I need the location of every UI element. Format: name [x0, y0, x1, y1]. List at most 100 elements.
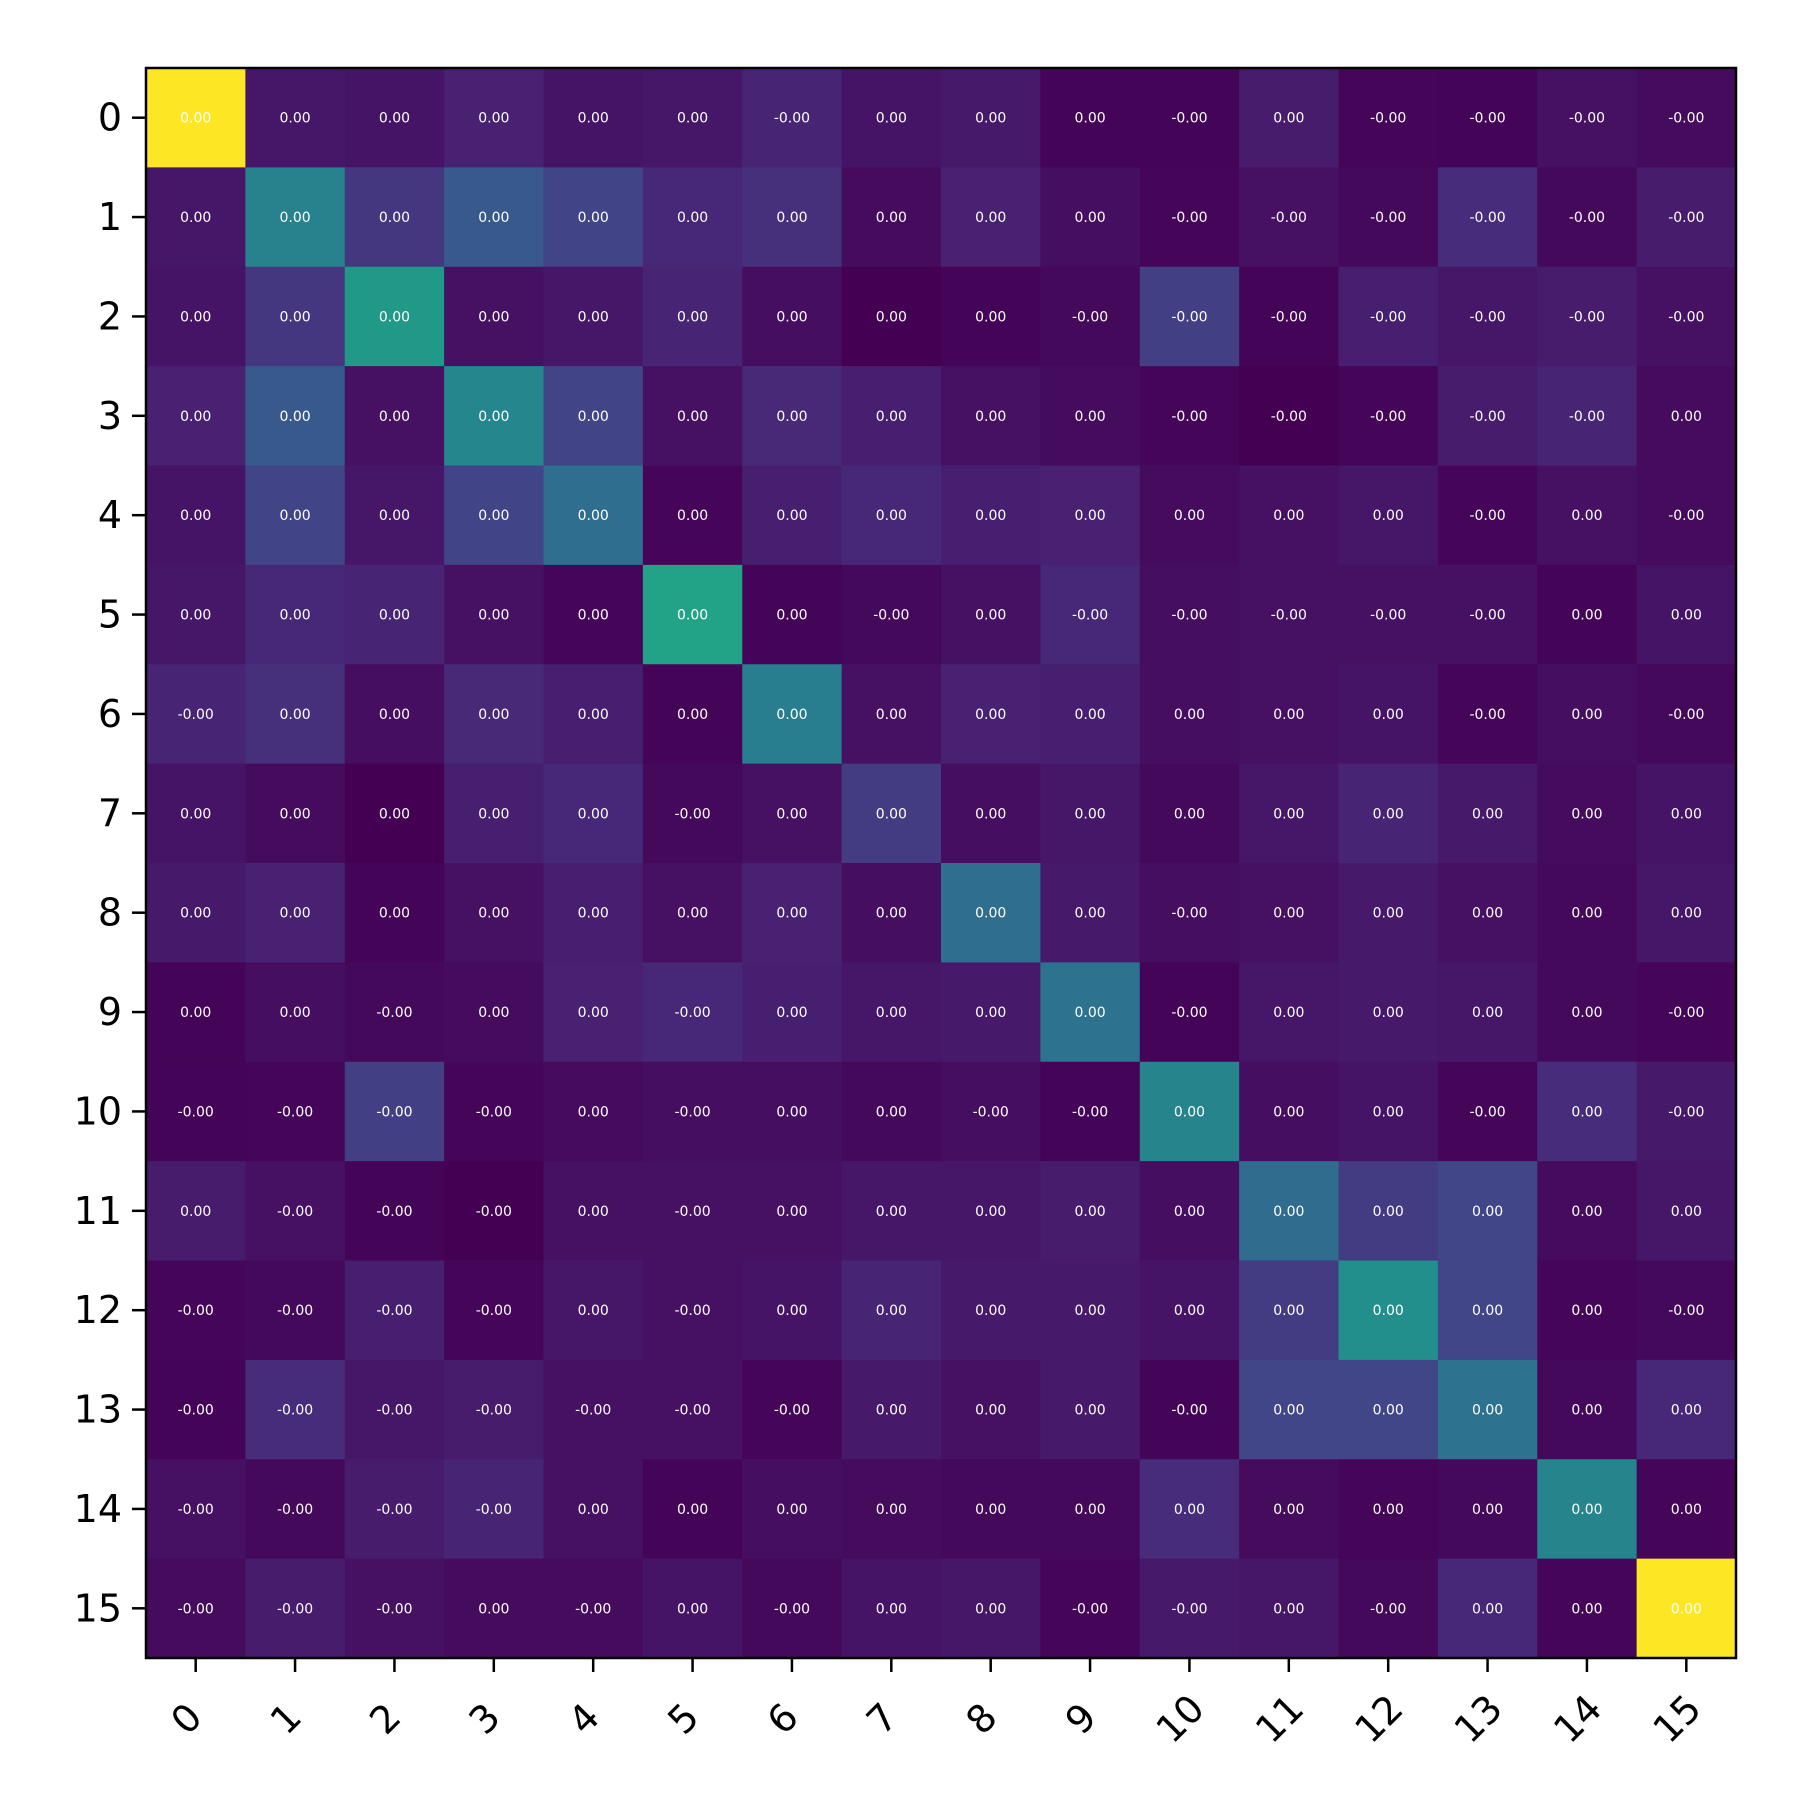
cell-label-7-7: 0.00	[876, 806, 907, 822]
cell-label-8-1: 0.00	[279, 906, 310, 922]
cell-label-14-3: -0.00	[476, 1502, 512, 1518]
cell-label-1-13: -0.00	[1469, 210, 1505, 226]
heatmap-cell-6-6	[742, 664, 843, 765]
heatmap-cell-0-3	[444, 68, 545, 168]
heatmap-cell-11-13	[1437, 1161, 1538, 1262]
heatmap-cell-11-9	[1040, 1161, 1141, 1262]
cell-label-11-9: 0.00	[1074, 1204, 1105, 1220]
heatmap-cell-1-9	[1040, 167, 1141, 268]
cell-label-12-7: 0.00	[876, 1303, 907, 1319]
cell-label-11-0: 0.00	[180, 1204, 211, 1220]
cell-label-10-2: -0.00	[376, 1104, 412, 1120]
heatmap-cell-4-7	[841, 465, 942, 566]
cell-label-3-7: 0.00	[876, 409, 907, 425]
heatmap-cell-7-14	[1537, 763, 1638, 864]
cell-label-7-2: 0.00	[379, 806, 410, 822]
cell-label-4-11: 0.00	[1273, 508, 1304, 524]
cell-label-10-5: -0.00	[674, 1104, 710, 1120]
cell-label-15-14: 0.00	[1571, 1601, 1602, 1617]
heatmap-cell-0-2	[344, 68, 445, 168]
heatmap-cell-1-7	[841, 167, 942, 268]
heatmap-cell-15-10	[1139, 1558, 1240, 1659]
heatmap-cell-12-12	[1338, 1260, 1439, 1361]
cell-label-0-15: -0.00	[1668, 111, 1704, 127]
heatmap-cell-7-10	[1139, 763, 1240, 864]
heatmap-cell-0-9	[1040, 68, 1141, 168]
heatmap-cell-10-15	[1636, 1061, 1737, 1162]
cell-label-9-13: 0.00	[1472, 1005, 1503, 1021]
heatmap-cell-7-2	[344, 763, 445, 864]
heatmap-cell-7-5	[642, 763, 743, 864]
heatmap-cell-4-13	[1437, 465, 1538, 566]
cell-label-12-10: 0.00	[1174, 1303, 1205, 1319]
heatmap-cell-12-0	[146, 1260, 246, 1361]
cell-label-6-8: 0.00	[975, 707, 1006, 723]
heatmap-cell-2-14	[1537, 266, 1638, 367]
heatmap-cell-0-10	[1139, 68, 1240, 168]
heatmap-cell-0-6	[742, 68, 843, 168]
heatmap-cell-13-14	[1537, 1359, 1638, 1460]
heatmap-cell-5-2	[344, 564, 445, 665]
heatmap-cell-2-10	[1139, 266, 1240, 367]
cell-label-13-6: -0.00	[774, 1403, 810, 1419]
cell-label-10-9: -0.00	[1072, 1104, 1108, 1120]
heatmap-cell-8-10	[1139, 863, 1240, 963]
cell-label-9-15: -0.00	[1668, 1005, 1704, 1021]
cell-label-13-9: 0.00	[1074, 1403, 1105, 1419]
x-tick-label-6: 6	[759, 1695, 807, 1743]
cell-label-6-0: -0.00	[178, 707, 214, 723]
heatmap-cell-4-14	[1537, 465, 1638, 566]
cell-label-14-12: 0.00	[1373, 1502, 1404, 1518]
heatmap-cell-15-5	[642, 1558, 743, 1659]
heatmap-cell-14-1	[245, 1459, 346, 1560]
cell-label-11-10: 0.00	[1174, 1204, 1205, 1220]
cell-label-1-15: -0.00	[1668, 210, 1704, 226]
heatmap-cell-1-11	[1239, 167, 1340, 268]
x-tick-label-1: 1	[262, 1695, 310, 1743]
y-tick-label-14: 14	[74, 1487, 122, 1531]
x-tick-label-11: 11	[1247, 1686, 1312, 1751]
heatmap-cell-5-14	[1537, 564, 1638, 665]
heatmap-cell-8-15	[1636, 863, 1737, 963]
heatmap-cell-2-3	[444, 266, 545, 367]
heatmap-cell-2-9	[1040, 266, 1141, 367]
cell-label-5-12: -0.00	[1370, 608, 1406, 624]
heatmap-cell-10-1	[245, 1061, 346, 1162]
cell-label-11-15: 0.00	[1671, 1204, 1702, 1220]
cell-label-8-4: 0.00	[578, 906, 609, 922]
cell-label-13-1: -0.00	[277, 1403, 313, 1419]
cell-label-15-15: 0.00	[1671, 1601, 1702, 1617]
cell-label-3-1: 0.00	[279, 409, 310, 425]
cell-label-6-5: 0.00	[677, 707, 708, 723]
heatmap-cell-3-3	[444, 366, 545, 467]
cell-label-12-15: -0.00	[1668, 1303, 1704, 1319]
heatmap-cell-0-5	[642, 68, 743, 168]
heatmap-cell-0-8	[941, 68, 1041, 168]
heatmap-cell-5-11	[1239, 564, 1340, 665]
cell-label-9-4: 0.00	[578, 1005, 609, 1021]
cell-label-7-3: 0.00	[478, 806, 509, 822]
cell-label-7-11: 0.00	[1273, 806, 1304, 822]
heatmap-cell-8-9	[1040, 863, 1141, 963]
y-tick-label-15: 15	[74, 1586, 122, 1630]
heatmap-cell-2-2	[344, 266, 445, 367]
heatmap-cell-0-14	[1537, 68, 1638, 168]
cell-label-11-13: 0.00	[1472, 1204, 1503, 1220]
cell-label-0-11: 0.00	[1273, 111, 1304, 127]
heatmap-cell-6-5	[642, 664, 743, 765]
heatmap-cell-1-14	[1537, 167, 1638, 268]
heatmap-cell-1-1	[245, 167, 346, 268]
cell-label-1-1: 0.00	[279, 210, 310, 226]
heatmap-cell-15-11	[1239, 1558, 1340, 1659]
y-tick-label-10: 10	[74, 1089, 122, 1133]
cell-label-2-6: 0.00	[776, 309, 807, 325]
heatmap-cell-1-8	[941, 167, 1041, 268]
cell-label-4-0: 0.00	[180, 508, 211, 524]
cell-label-1-5: 0.00	[677, 210, 708, 226]
cell-label-4-13: -0.00	[1469, 508, 1505, 524]
heatmap-cell-1-6	[742, 167, 843, 268]
cell-label-3-12: -0.00	[1370, 409, 1406, 425]
heatmap-cell-10-0	[146, 1061, 246, 1162]
cell-label-5-7: -0.00	[873, 608, 909, 624]
